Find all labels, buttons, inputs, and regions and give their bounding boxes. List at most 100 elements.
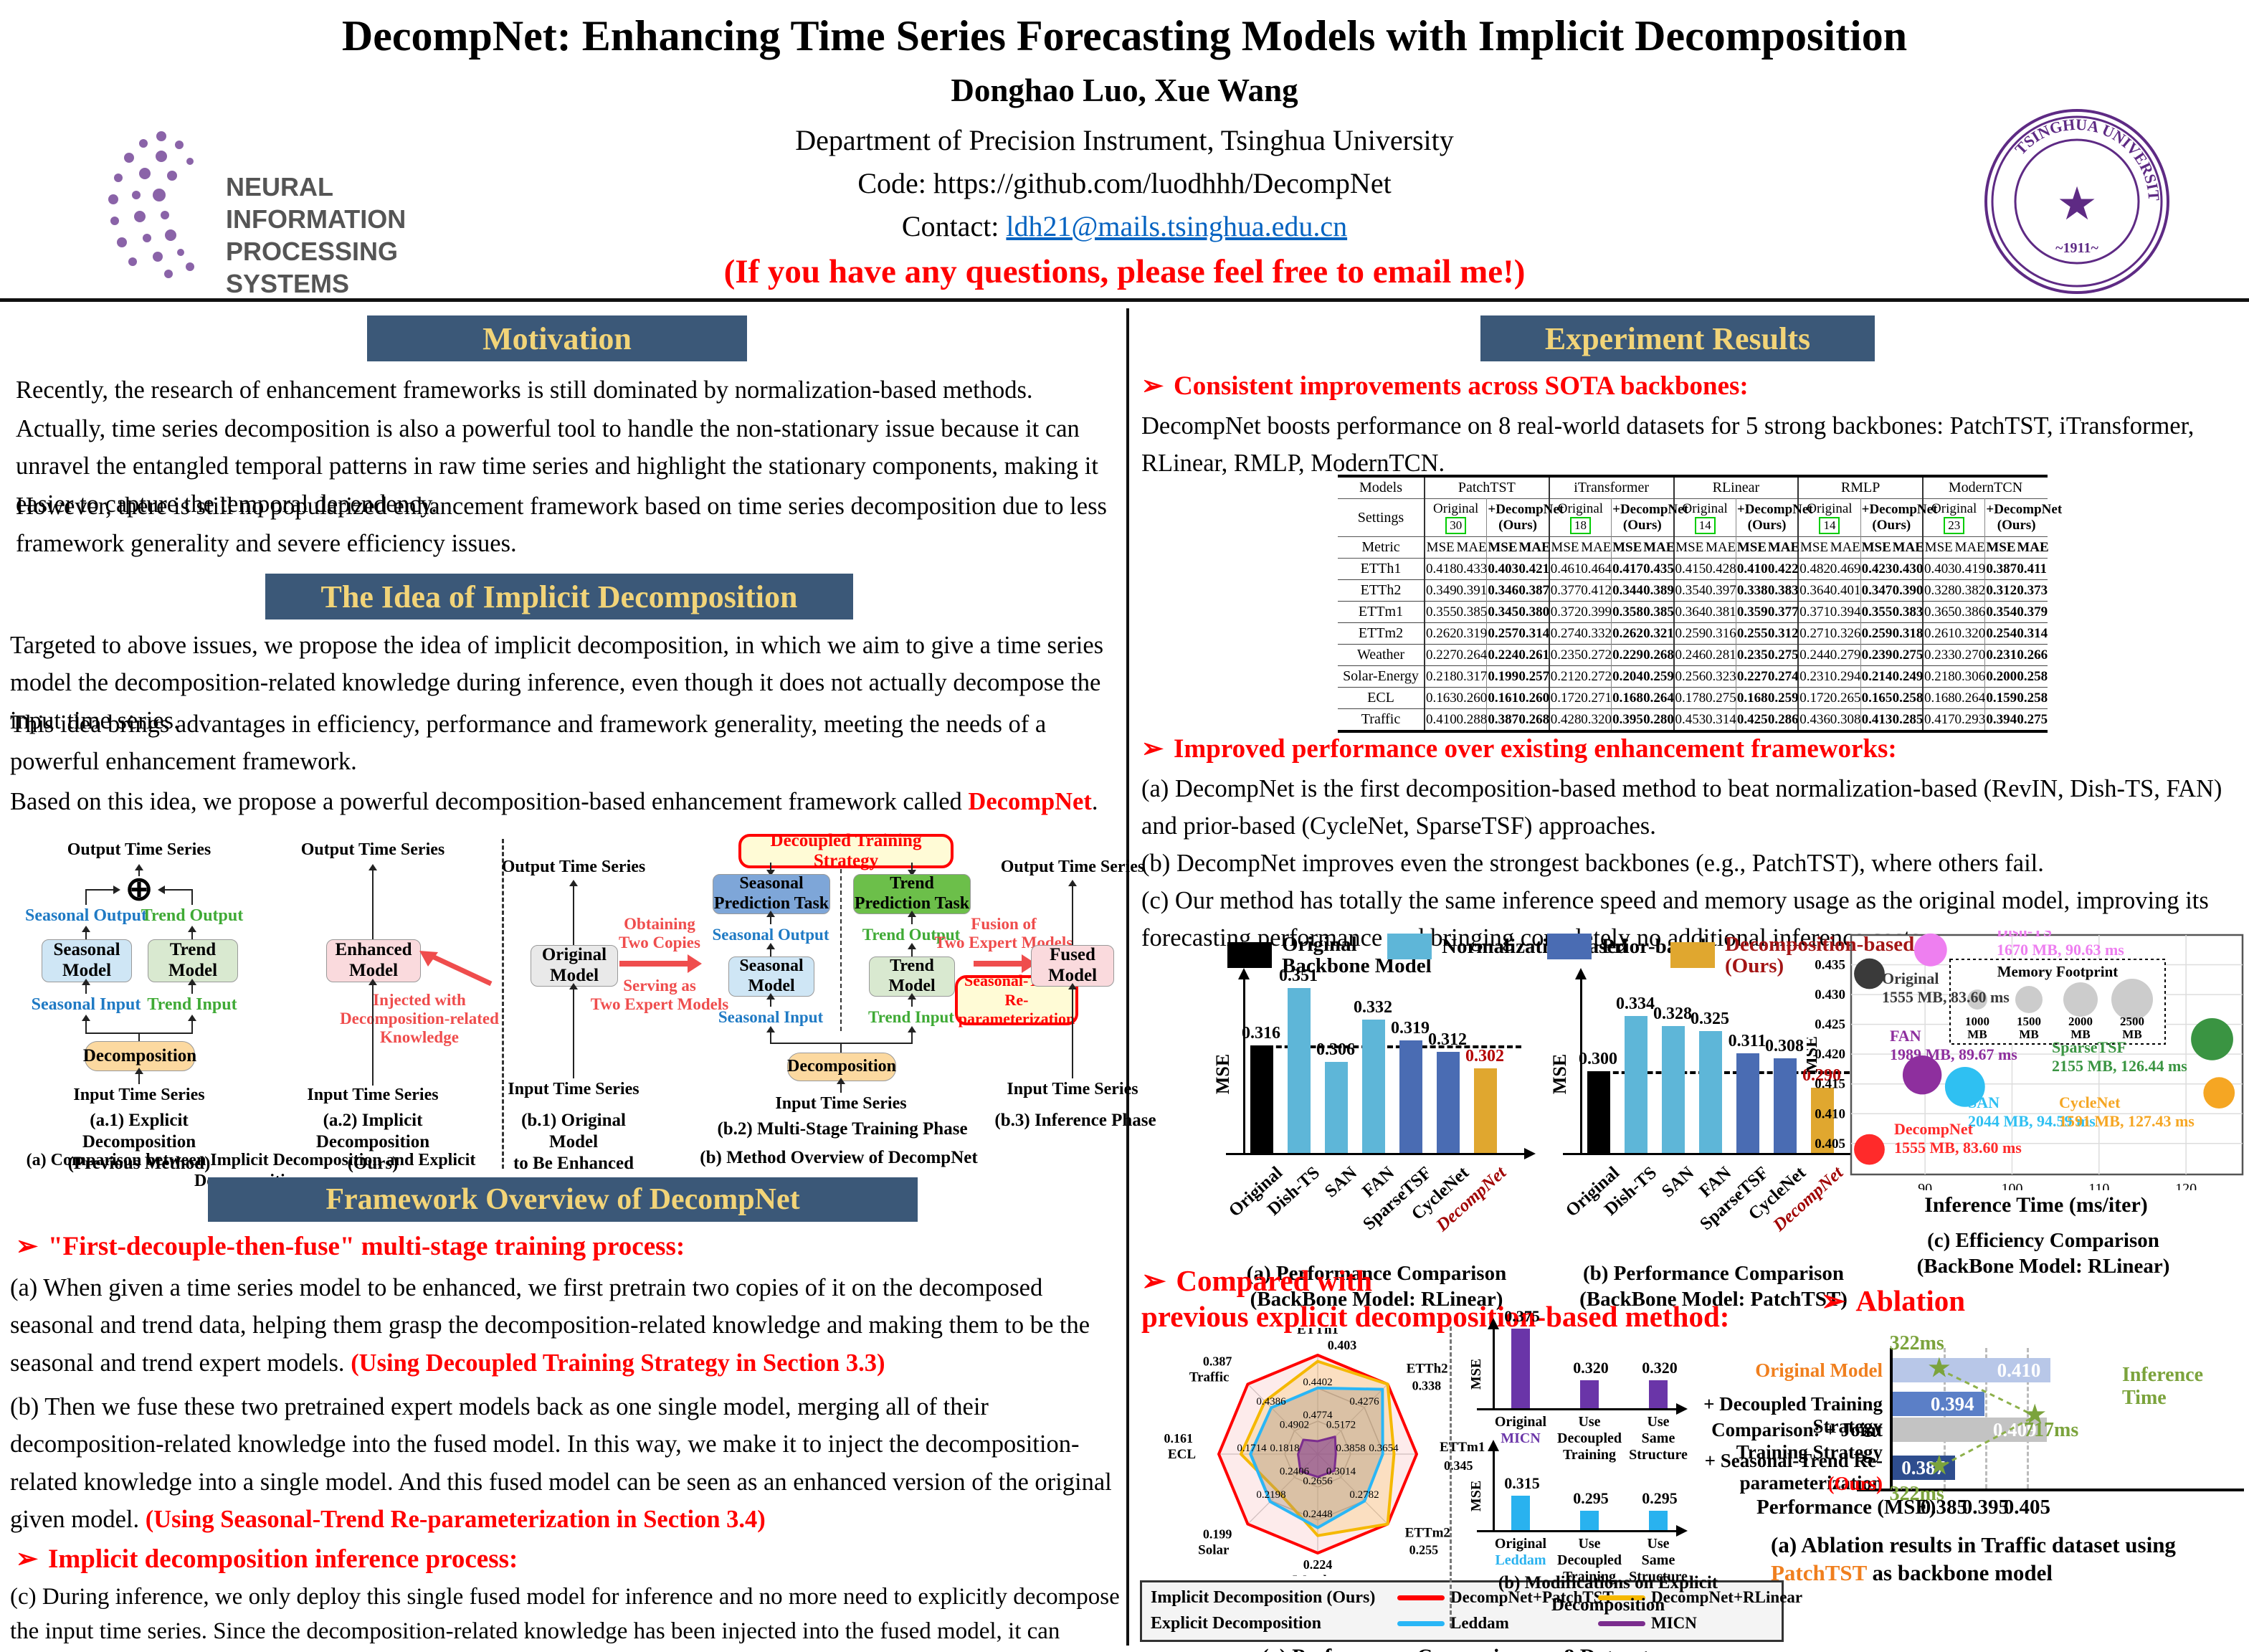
- inference-time-value: 322ms: [1889, 1483, 1944, 1505]
- svg-text:0.405: 0.405: [1815, 1136, 1845, 1152]
- svg-text:MB: MB: [2070, 1027, 2090, 1041]
- results-bullet-1: ➢ Consistent improvements across SOTA bac…: [1141, 371, 1749, 401]
- table-row: ETTh1 0.418 0.433 0.403 0.421 0.461 0.464 0.417…: [1338, 558, 2048, 580]
- x-axis-label: Performance (MSE): [1756, 1496, 1936, 1519]
- bubble-xlabel: Inference Time (ms/iter): [1924, 1193, 2148, 1217]
- bar-FAN: 0.332: [1354, 998, 1392, 1153]
- framework-para-a: (a) When given a time series model to be…: [10, 1269, 1120, 1382]
- x-axis: [1857, 1489, 2244, 1491]
- b3-output-label: Output Time Series: [1000, 858, 1145, 876]
- x-axis: [1226, 1148, 1536, 1159]
- authors: Donghao Luo, Xue Wang: [951, 72, 1298, 108]
- ablation-row-label: Original Model: [1755, 1359, 1883, 1381]
- bar-Original: 0.300: [1579, 1050, 1617, 1153]
- bar-chart-patchtst-caption: (b) Performance Comparison (BackBone Mod…: [1579, 1262, 1848, 1311]
- bar-value: 0.302: [1465, 1046, 1504, 1065]
- label-line: Use: [1578, 1536, 1601, 1552]
- a2-enhanced-model-box: Enhanced Model: [326, 939, 421, 982]
- bar-CycleNet: 0.308: [1765, 1037, 1804, 1153]
- ablation-caption: (a) Ablation results in Traffic dataset …: [1771, 1532, 2249, 1587]
- decoupled-strategy-pill: Decoupled Training Strategy: [738, 831, 954, 870]
- svg-text:ECL: ECL: [1168, 1447, 1196, 1462]
- email-link[interactable]: ldh21@mails.tsinghua.edu.cn: [1006, 210, 1348, 242]
- svg-text:2500: 2500: [2120, 1015, 2144, 1028]
- efficiency-bubble-chart: 90 100 110 120 0.405 0.410 0.415 0.420 0.425 0.43…: [1807, 931, 2244, 1190]
- legend-label: Decomposition-based (Ours): [1725, 933, 1915, 978]
- inference-time-value: 322ms: [1889, 1332, 1944, 1354]
- caption-run: (a) Ablation results in Traffic dataset …: [1771, 1532, 2176, 1557]
- label-line: Same: [1641, 1552, 1675, 1568]
- legend-series-label: DecompNet+RLinear: [1651, 1588, 1803, 1606]
- a1-caption: (a.1) Explicit Decomposition (Previous M…: [67, 1111, 211, 1173]
- bar-value: 0.351: [1279, 967, 1318, 986]
- bar-value: 0.308: [1765, 1037, 1804, 1056]
- svg-text:0.410: 0.410: [1815, 1106, 1845, 1121]
- b2-seasonal-input: Seasonal Input: [718, 1008, 824, 1026]
- svg-text:~1911~: ~1911~: [2055, 240, 2098, 256]
- bar-value: 0.375: [1504, 1306, 1540, 1325]
- b-caption: (b) Method Overview of DecompNet: [700, 1148, 978, 1167]
- b2-dashed-divider: [840, 869, 842, 1031]
- a1-trend-output: Trend Output: [141, 906, 244, 925]
- bubble-DecompNet: [1854, 1134, 1885, 1165]
- table-row: ETTh2 0.349 0.391 0.346 0.387 0.377 0.412 0.344…: [1338, 579, 2048, 602]
- svg-text:1989 MB, 89.67 ms: 1989 MB, 89.67 ms: [1890, 1045, 2017, 1063]
- a1-seasonal-input: Seasonal Input: [31, 995, 141, 1014]
- b1-output-label: Output Time Series: [501, 858, 646, 876]
- caption-run: PatchTST: [1771, 1560, 1867, 1585]
- svg-text:90: 90: [1918, 1181, 1932, 1190]
- svg-text:0.4386: 0.4386: [1256, 1396, 1286, 1407]
- svg-text:0.2198: 0.2198: [1256, 1489, 1285, 1501]
- neurips-logo-text: NEURAL INFORMATION PROCESSING SYSTEMS: [226, 172, 406, 298]
- b2-caption: (b.2) Multi-Stage Training Phase: [717, 1119, 968, 1139]
- svg-text:110: 110: [2088, 1181, 2109, 1190]
- a1-trend-input: Trend Input: [147, 995, 237, 1014]
- section-motivation: Motivation: [367, 315, 747, 361]
- bar-value: 0.290: [1802, 1066, 1841, 1086]
- plus-circle-icon: ⊕: [125, 870, 153, 907]
- table-row: Solar-Energy 0.218 0.317 0.199 0.257 0.212 0.2…: [1338, 665, 2048, 688]
- label-line: Structure: [1629, 1447, 1688, 1463]
- bar-category-label: Use Decoupled Training: [1539, 1536, 1640, 1585]
- idea-p2: This idea brings advantages in efficienc…: [10, 711, 1047, 776]
- x-tick: 0.405: [2003, 1496, 2051, 1519]
- bar-DecompNet: 0.302: [1465, 1047, 1504, 1153]
- bar-value: 0.334: [1616, 994, 1655, 1014]
- column-divider: [1126, 308, 1129, 1646]
- neurips-swirl-icon: [108, 131, 194, 278]
- svg-text:Dish-TS: Dish-TS: [1997, 931, 2052, 940]
- bar-value: 0.394: [1930, 1393, 1974, 1415]
- svg-text:★: ★: [2056, 179, 2097, 229]
- svg-text:ETTh1: ETTh1: [1297, 1328, 1339, 1337]
- bar-Dish-TS: 0.334: [1616, 994, 1655, 1153]
- compared-heading-2: previous explicit decomposition-based me…: [1141, 1300, 1730, 1333]
- svg-text:SparseTSF: SparseTSF: [2052, 1038, 2126, 1056]
- bubble-FAN: [1902, 1055, 1942, 1095]
- b2-trend-output: Trend Output: [862, 926, 961, 944]
- b2-seasonal-output: Seasonal Output: [712, 926, 829, 944]
- legend-line-swatch: [1397, 1595, 1445, 1600]
- motivation-p1: Recently, the research of enhancement fr…: [16, 376, 1033, 404]
- b2-input-label: Input Time Series: [775, 1094, 907, 1113]
- svg-text:0.3014: 0.3014: [1326, 1466, 1356, 1478]
- svg-text:0.338: 0.338: [1412, 1378, 1442, 1392]
- legend-series-label: MICN: [1651, 1614, 1697, 1632]
- tsinghua-seal-icon: TSINGHUA UNIVERSITY ★ ~1911~: [1982, 98, 2163, 288]
- idea-p1: Targeted to above issues, we propose the…: [10, 632, 1104, 734]
- svg-text:FAN: FAN: [1890, 1027, 1921, 1045]
- legend-item: Decomposition-based (Ours): [1670, 934, 1914, 977]
- label-line: Use: [1578, 1414, 1601, 1430]
- framework-para-c: (c) During inference, we only deploy thi…: [10, 1580, 1120, 1652]
- contact-line: Contact: ldh21@mails.tsinghua.edu.cn: [0, 209, 2249, 243]
- results-table-wrap: Models PatchTST iTransformer RLinear RMLP Mod…: [1338, 475, 2062, 733]
- bar-value: 0.320: [1573, 1358, 1609, 1377]
- svg-text:2155 MB, 126.44 ms: 2155 MB, 126.44 ms: [2052, 1057, 2187, 1075]
- text-run: DecompNet: [968, 788, 1092, 815]
- table-row: ECL 0.163 0.260 0.161 0.260 0.172 0.271 0.168 0.…: [1338, 687, 2048, 709]
- bar-Dish-TS: 0.351: [1279, 967, 1318, 1153]
- bubble-CycleNet: [2203, 1077, 2235, 1109]
- label-line: Structure: [1629, 1569, 1688, 1585]
- x-tick: 0.395: [1962, 1496, 2010, 1519]
- svg-text:1670 MB, 90.63 ms: 1670 MB, 90.63 ms: [1997, 941, 2124, 959]
